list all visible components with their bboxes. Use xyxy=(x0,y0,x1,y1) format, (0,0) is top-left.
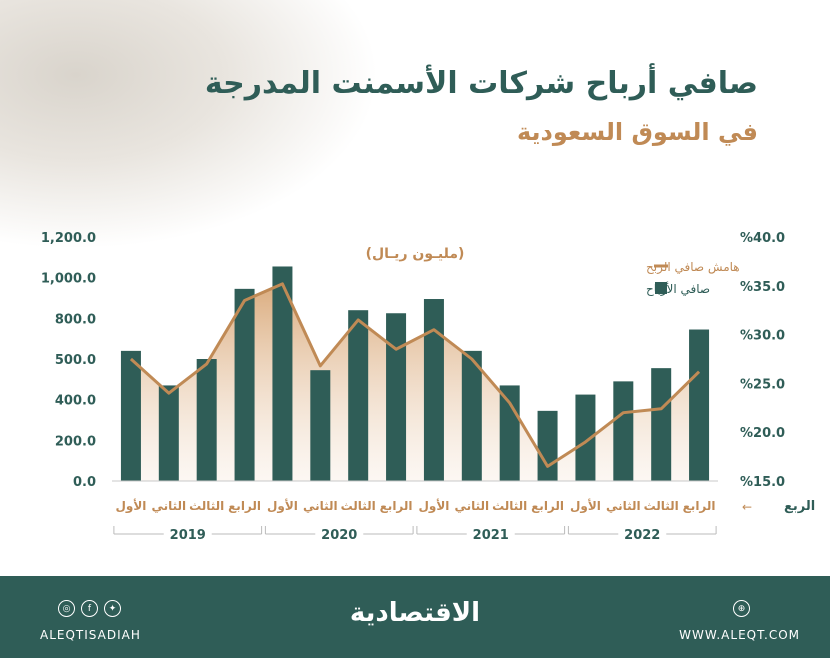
left-tick-label: 1,200.0 xyxy=(41,231,96,246)
bar xyxy=(499,385,520,481)
category-label: الثاني xyxy=(454,499,489,513)
instagram-icon[interactable]: ◎ xyxy=(58,600,75,617)
earnings-chart: 0.0 200.0 400.0 500.0 800.0 1,000.0 1,200.0 %15… xyxy=(41,231,815,543)
left-tick-label: 1,000.0 xyxy=(41,272,96,287)
category-label: الثاني xyxy=(151,499,186,513)
category-label: الثالث xyxy=(492,499,527,513)
category-label: الثاني xyxy=(606,499,641,513)
category-label: الأول xyxy=(418,498,449,514)
social-icons: ◎ f ✦ xyxy=(58,600,121,617)
legend-bar-label: صافي الأرباح xyxy=(646,281,710,297)
category-label: الثالث xyxy=(644,499,679,513)
right-tick-label: %40.0 xyxy=(740,231,785,246)
bar xyxy=(348,310,369,481)
arrow-icon: ← xyxy=(742,500,752,514)
bar xyxy=(234,288,255,481)
right-tick-label: %15.0 xyxy=(740,475,785,490)
left-tick-label: 400.0 xyxy=(55,394,96,409)
bar xyxy=(386,313,407,481)
bar xyxy=(689,329,710,481)
quarter-axis-label: الربع xyxy=(784,499,815,514)
bar xyxy=(613,381,634,481)
category-label: الثاني xyxy=(303,499,338,513)
bar xyxy=(120,350,141,481)
bar xyxy=(575,394,596,481)
footer-bar: ◎ f ✦ ALEQTISADIAH الاقتصادية ⊕ WWW.ALEQ… xyxy=(0,576,830,658)
web-icon[interactable]: ⊕ xyxy=(733,600,750,617)
twitter-icon[interactable]: ✦ xyxy=(104,600,121,617)
footer-website[interactable]: WWW.ALEQT.COM xyxy=(679,628,800,642)
year-label: 2019 xyxy=(170,528,206,543)
category-label: الأول xyxy=(115,498,146,514)
year-label: 2020 xyxy=(321,528,357,543)
category-label: الأول xyxy=(267,498,298,514)
right-tick-label: %25.0 xyxy=(740,377,785,392)
left-tick-label: 500.0 xyxy=(55,353,96,368)
bar xyxy=(158,385,179,481)
bar xyxy=(196,359,217,481)
bar xyxy=(272,266,293,481)
page-subtitle: في السوق السعودية xyxy=(516,118,758,146)
year-label: 2022 xyxy=(624,528,660,543)
bar xyxy=(310,370,331,481)
legend-line-label: هامش صافي الربح xyxy=(646,260,740,275)
category-label: الأول xyxy=(570,498,601,514)
category-label: الرابع xyxy=(228,499,261,513)
left-tick-label: 0.0 xyxy=(73,475,96,490)
category-label: الثالث xyxy=(341,499,376,513)
category-label: الثالث xyxy=(189,499,224,513)
background-photo xyxy=(0,0,380,250)
left-tick-label: 800.0 xyxy=(55,312,96,327)
margin-line xyxy=(129,282,701,468)
bar xyxy=(461,350,482,481)
category-label: الرابع xyxy=(380,499,413,513)
category-label: الرابع xyxy=(683,499,716,513)
bar xyxy=(537,410,558,481)
bar xyxy=(651,368,672,481)
unit-label: (مليـون ريـال) xyxy=(366,246,465,262)
right-tick-label: %20.0 xyxy=(740,426,785,441)
page-title: صافي أرباح شركات الأسمنت المدرجة xyxy=(204,66,758,101)
bar xyxy=(423,299,444,481)
footer-handle[interactable]: ALEQTISADIAH xyxy=(40,628,141,642)
facebook-icon[interactable]: f xyxy=(81,600,98,617)
legend-bar-swatch xyxy=(655,282,667,294)
left-tick-label: 200.0 xyxy=(55,434,96,449)
category-label: الرابع xyxy=(531,499,564,513)
right-tick-label: %30.0 xyxy=(740,329,785,344)
year-label: 2021 xyxy=(473,528,509,543)
right-tick-label: %35.0 xyxy=(740,280,785,295)
footer-logo: الاقتصادية xyxy=(349,598,481,628)
